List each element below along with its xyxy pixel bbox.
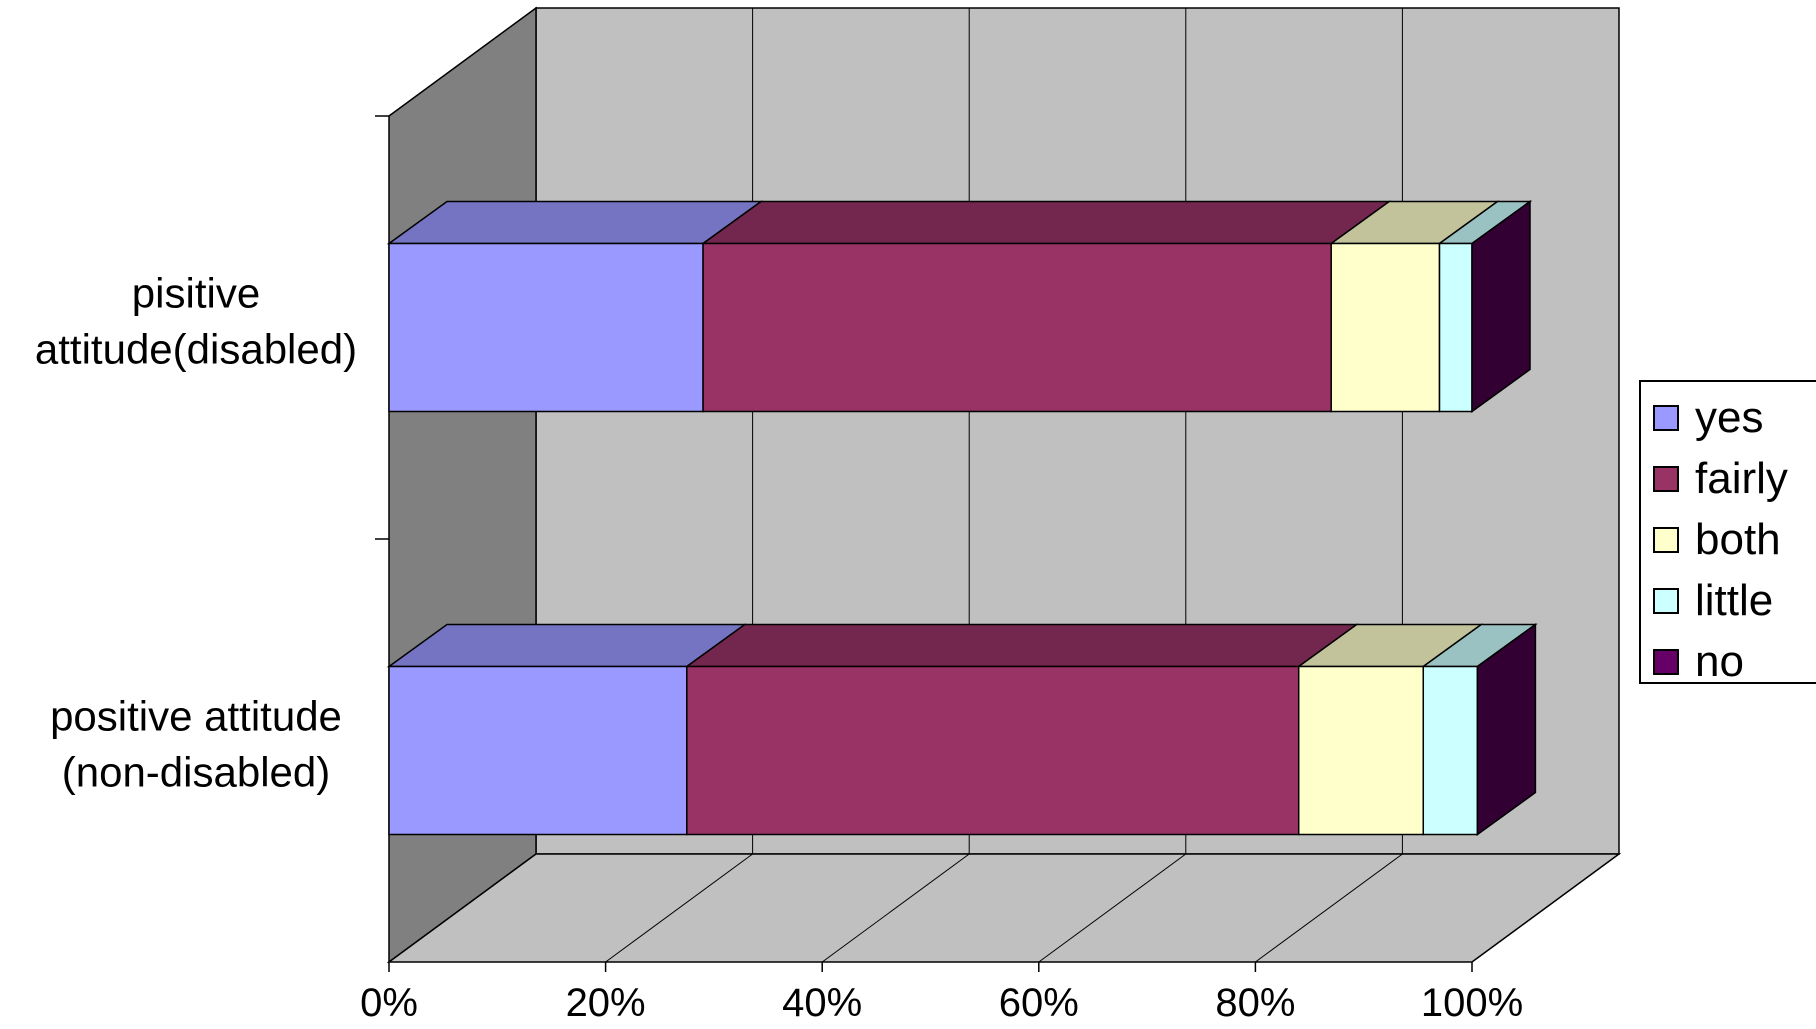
category-label: positive attitude (non-disabled) — [50, 693, 342, 796]
bar-top-fairly — [700, 200, 1392, 245]
bar-both — [1297, 665, 1425, 836]
legend-swatch — [1653, 588, 1679, 614]
bar-series — [386, 200, 1538, 836]
category-label-line: positive attitude — [50, 693, 342, 740]
x-tick-label: 80% — [1215, 981, 1295, 1024]
x-tick-label: 40% — [782, 981, 862, 1024]
bar-end-no — [1471, 200, 1531, 413]
legend-item-little: little — [1653, 576, 1774, 625]
legend-label: no — [1695, 637, 1744, 686]
bar-little — [1422, 665, 1479, 836]
floor-gridline — [821, 853, 970, 963]
legend-label: yes — [1695, 393, 1764, 442]
legend-label: fairly — [1695, 454, 1788, 503]
category-label-line: pisitive — [132, 270, 260, 317]
bar-little — [1438, 242, 1473, 413]
bar-yes — [388, 665, 688, 836]
legend-item-fairly: fairly — [1653, 454, 1788, 503]
bar-yes — [388, 242, 704, 413]
bar-group — [386, 623, 1538, 836]
floor-gridline — [1471, 853, 1620, 963]
x-tick-label: 100% — [1421, 981, 1523, 1024]
x-axis-ticks: 0% 20% 40% 60% 80% 100% — [360, 962, 1523, 1025]
bar-top-yes — [386, 200, 764, 245]
category-label-line: (non-disabled) — [62, 749, 331, 796]
legend-label: both — [1695, 515, 1781, 564]
bar-end-no — [1476, 623, 1537, 836]
category-label: pisitive attitude(disabled) — [35, 270, 357, 373]
legend-item-both: both — [1653, 515, 1781, 564]
x-tick-label: 60% — [999, 981, 1079, 1024]
floor-gridline — [1038, 853, 1187, 963]
floor-gridline — [605, 853, 753, 963]
legend-swatch — [1653, 527, 1679, 553]
category-label-line: attitude(disabled) — [35, 326, 357, 373]
bar-fairly — [702, 242, 1332, 413]
legend-swatch — [1653, 466, 1679, 492]
legend-label: little — [1695, 576, 1774, 625]
legend: yes fairly both little no — [1639, 380, 1816, 684]
bar-group — [386, 200, 1533, 413]
x-tick-label: 20% — [566, 981, 646, 1024]
legend-swatch — [1653, 649, 1679, 675]
legend-item-yes: yes — [1653, 393, 1764, 442]
legend-item-no: no — [1653, 637, 1744, 686]
category-labels: pisitive attitude(disabled) positive attit… — [35, 270, 357, 796]
bar-fairly — [686, 665, 1300, 836]
bar-top-yes — [386, 623, 748, 668]
floor — [386, 853, 1622, 963]
bar-both — [1330, 242, 1441, 413]
x-tick-label: 0% — [360, 981, 418, 1024]
floor-gridline — [1255, 853, 1403, 963]
legend-swatch — [1653, 405, 1679, 431]
bar-top-fairly — [684, 623, 1360, 668]
